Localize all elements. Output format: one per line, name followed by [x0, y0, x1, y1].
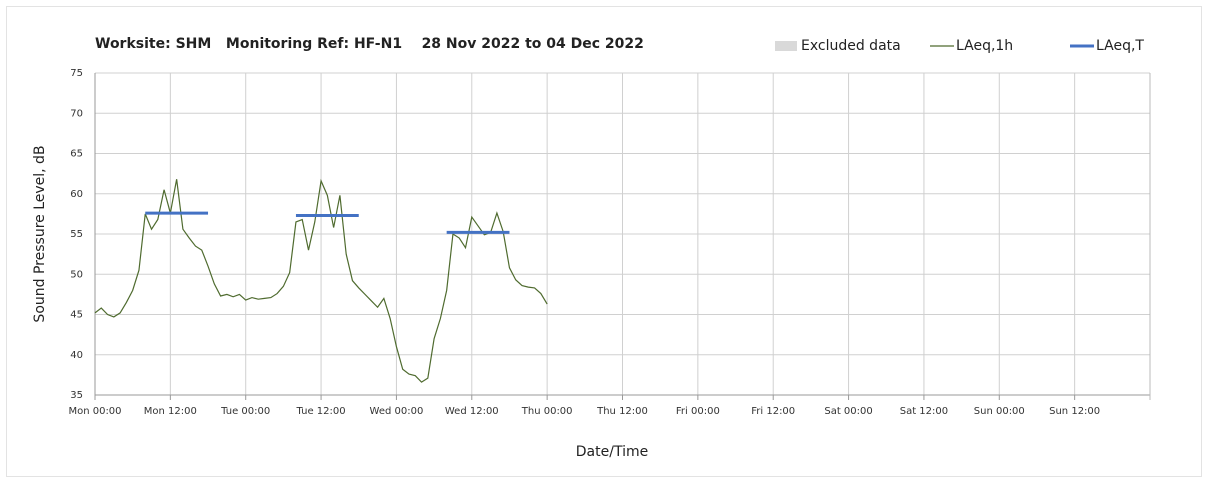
y-tick-label: 45 — [70, 310, 83, 321]
x-tick-label: Fri 00:00 — [676, 406, 720, 417]
y-tick-label: 65 — [70, 149, 83, 160]
y-tick-label: 70 — [70, 108, 83, 119]
x-axis-label: Date/Time — [576, 444, 648, 460]
legend: Excluded data LAeq,1h LAeq,T — [775, 38, 1144, 54]
x-tick-label: Sat 12:00 — [900, 406, 948, 417]
x-tick-label: Mon 00:00 — [68, 406, 121, 417]
y-tick-label: 75 — [70, 68, 83, 79]
y-tick-label: 55 — [70, 229, 83, 240]
x-tick-label: Thu 00:00 — [521, 406, 573, 417]
plot — [94, 178, 548, 383]
y-axis-label: Sound Pressure Level, dB — [32, 145, 48, 322]
x-tick-label: Wed 00:00 — [370, 406, 424, 417]
x-tick-label: Fri 12:00 — [751, 406, 795, 417]
legend-swatch — [775, 41, 797, 51]
x-tick-label: Tue 12:00 — [296, 406, 346, 417]
chart-title: Worksite: SHM Monitoring Ref: HF-N1 28 N… — [95, 36, 644, 52]
chart-border — [6, 6, 1202, 477]
x-tick-label: Wed 12:00 — [445, 406, 499, 417]
y-tick-label: 50 — [70, 269, 83, 280]
x-tick-label: Tue 00:00 — [220, 406, 270, 417]
legend-label: LAeq,T — [1096, 38, 1144, 54]
grid: 35 40 45 50 55 60 65 70 75 Mon 00:00 Mon 12:00 Tue … — [68, 68, 1151, 417]
x-tick-label: Thu 12:00 — [596, 406, 648, 417]
x-tick-label: Sat 00:00 — [824, 406, 872, 417]
y-tick-label: 60 — [70, 189, 83, 200]
x-tick-label: Sun 12:00 — [1049, 406, 1100, 417]
y-tick-label: 40 — [70, 350, 83, 361]
x-tick-label: Sun 00:00 — [974, 406, 1025, 417]
legend-label: Excluded data — [801, 38, 901, 54]
legend-label: LAeq,1h — [956, 38, 1013, 54]
x-tick-label: Mon 12:00 — [144, 406, 197, 417]
y-tick-label: 35 — [70, 390, 83, 401]
